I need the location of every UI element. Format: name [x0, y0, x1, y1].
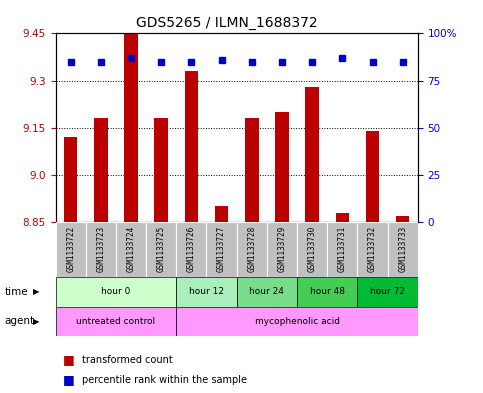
Text: hour 12: hour 12 [189, 287, 224, 296]
Text: GSM1133724: GSM1133724 [127, 225, 136, 272]
Text: GSM1133723: GSM1133723 [96, 225, 105, 272]
Bar [185, 71, 198, 222]
Bar [366, 131, 379, 222]
Bar [56, 307, 176, 336]
Bar [336, 213, 349, 222]
Bar [64, 137, 77, 222]
Text: percentile rank within the sample: percentile rank within the sample [82, 375, 247, 385]
Bar [176, 307, 418, 336]
Bar [56, 222, 86, 277]
Text: GSM1133722: GSM1133722 [66, 225, 75, 272]
Text: time: time [5, 287, 28, 297]
Bar [237, 222, 267, 277]
Bar [86, 222, 116, 277]
Bar [155, 118, 168, 222]
Text: GSM1133730: GSM1133730 [308, 225, 317, 272]
Text: GSM1133732: GSM1133732 [368, 225, 377, 272]
Text: hour 72: hour 72 [370, 287, 405, 296]
Bar [207, 222, 237, 277]
Bar [297, 222, 327, 277]
Text: GSM1133729: GSM1133729 [277, 225, 286, 272]
Text: ■: ■ [63, 373, 74, 387]
Bar [305, 87, 319, 222]
Bar [237, 277, 297, 307]
Bar [94, 118, 108, 222]
Bar [56, 277, 176, 307]
Bar [245, 118, 258, 222]
Text: transformed count: transformed count [82, 354, 173, 365]
Text: GSM1133726: GSM1133726 [187, 225, 196, 272]
Bar [124, 30, 138, 222]
Text: hour 24: hour 24 [249, 287, 284, 296]
Text: mycophenolic acid: mycophenolic acid [255, 317, 340, 326]
Bar [396, 216, 410, 222]
Text: hour 0: hour 0 [101, 287, 130, 296]
Text: agent: agent [5, 316, 35, 326]
Bar [146, 222, 176, 277]
Bar [388, 222, 418, 277]
Bar [357, 277, 418, 307]
Bar [275, 112, 289, 222]
Bar [267, 222, 297, 277]
Text: ▶: ▶ [33, 317, 40, 326]
Text: GSM1133725: GSM1133725 [156, 225, 166, 272]
Bar [215, 206, 228, 222]
Text: untreated control: untreated control [76, 317, 156, 326]
Bar [176, 277, 237, 307]
Bar [357, 222, 388, 277]
Text: GDS5265 / ILMN_1688372: GDS5265 / ILMN_1688372 [136, 16, 318, 30]
Text: ▶: ▶ [33, 287, 40, 296]
Bar [297, 277, 357, 307]
Text: ■: ■ [63, 353, 74, 366]
Bar [116, 222, 146, 277]
Text: GSM1133733: GSM1133733 [398, 225, 407, 272]
Text: GSM1133728: GSM1133728 [247, 225, 256, 272]
Text: hour 48: hour 48 [310, 287, 345, 296]
Bar [176, 222, 207, 277]
Text: GSM1133731: GSM1133731 [338, 225, 347, 272]
Bar [327, 222, 357, 277]
Text: GSM1133727: GSM1133727 [217, 225, 226, 272]
